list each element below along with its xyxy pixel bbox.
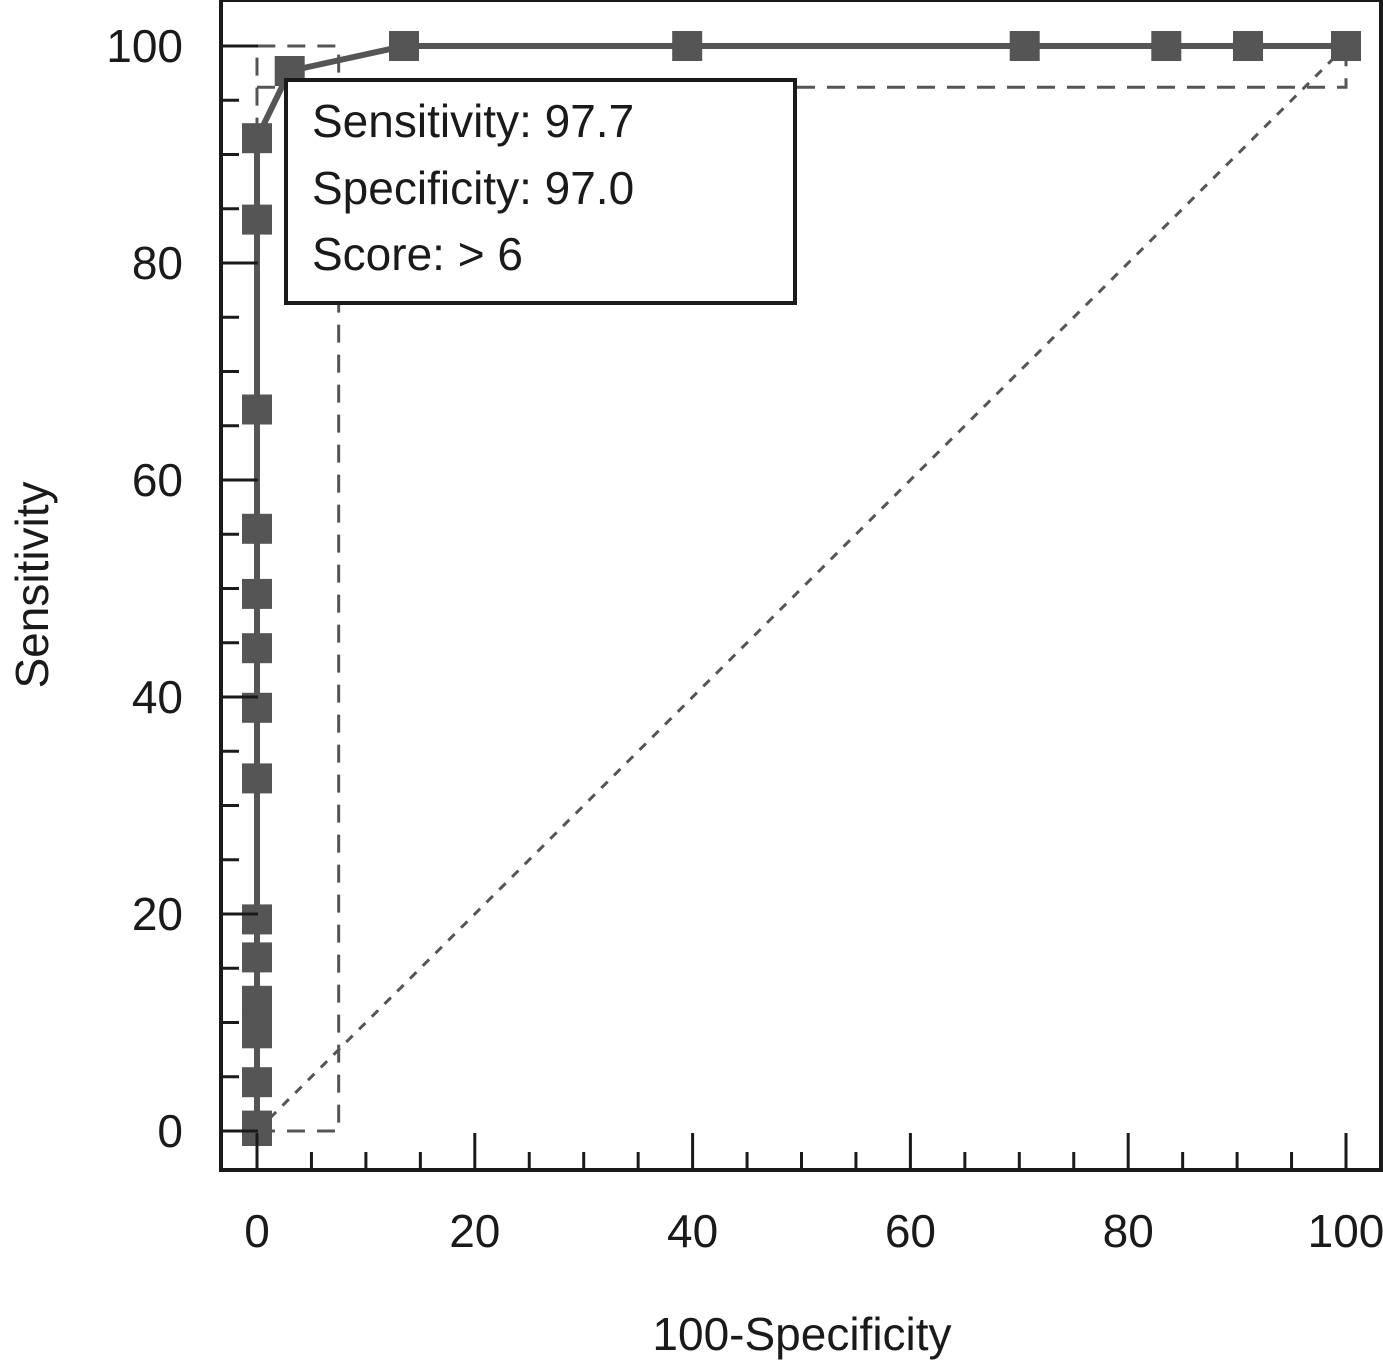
y-tick-label: 0 — [157, 1105, 183, 1157]
x-tick-label: 100 — [1308, 1205, 1383, 1257]
x-tick-label: 60 — [885, 1205, 936, 1257]
criterion-annotation: Sensitivity: 97.7 Specificity: 97.0 Scor… — [284, 78, 797, 305]
y-tick-label: 20 — [132, 888, 183, 940]
annotation-box — [284, 78, 797, 305]
y-axis-title: Sensitivity — [6, 481, 58, 688]
roc-point-marker — [389, 31, 419, 61]
roc-point-marker — [242, 513, 272, 544]
roc-point-marker — [672, 31, 703, 61]
x-axis-title: 100-Specificity — [652, 1308, 951, 1360]
x-tick-label: 20 — [449, 1205, 500, 1257]
annotation-score: Score: > 6 — [312, 228, 523, 280]
x-tick-label: 0 — [244, 1205, 270, 1257]
roc-point-marker — [1009, 31, 1040, 61]
roc-point-marker — [242, 633, 272, 664]
x-tick-label: 80 — [1103, 1205, 1154, 1257]
roc-point-marker — [242, 394, 272, 425]
roc-point-marker — [242, 985, 272, 1016]
x-tick-label: 40 — [667, 1205, 718, 1257]
roc-point-marker — [1151, 31, 1182, 61]
y-tick-label: 40 — [132, 671, 183, 723]
reference-diagonal-line — [255, 44, 1348, 1133]
roc-point-marker — [1233, 31, 1263, 61]
roc-point-marker — [242, 123, 272, 154]
roc-point-marker — [1331, 31, 1361, 61]
y-tick-label: 100 — [106, 20, 183, 72]
roc-point-marker — [242, 1067, 272, 1098]
roc-point-marker — [242, 763, 272, 794]
tick-layer: 0 20 40 60 80 100 0 20 40 60 80 100 — [106, 20, 1383, 1257]
roc-point-marker — [242, 942, 272, 973]
annotation-sensitivity: Sensitivity: 97.7 — [312, 95, 634, 147]
y-tick-label: 80 — [132, 237, 183, 289]
roc-point-marker — [242, 578, 272, 609]
annotation-specificity: Specificity: 97.0 — [312, 162, 634, 214]
roc-point-marker — [242, 204, 272, 235]
roc-point-marker — [242, 904, 272, 935]
y-tick-label: 60 — [132, 454, 183, 506]
